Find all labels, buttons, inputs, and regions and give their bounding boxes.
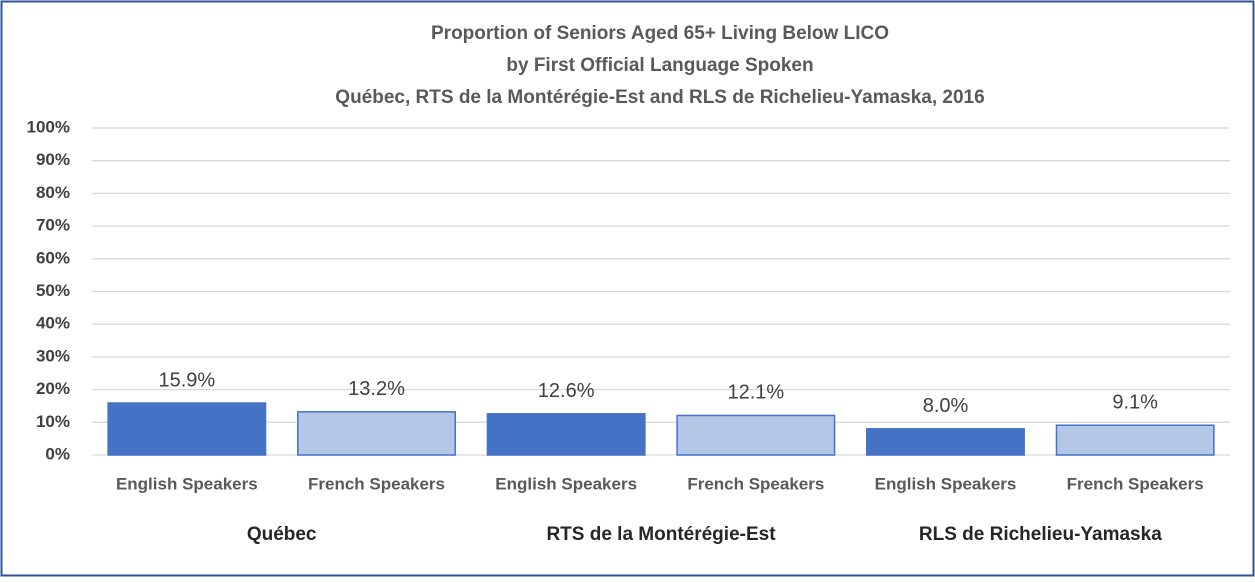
x-tick-label: English Speakers <box>875 474 1017 493</box>
x-tick-label: French Speakers <box>1067 474 1204 493</box>
bar <box>297 411 456 456</box>
y-tick-label: 80% <box>36 183 70 202</box>
y-tick-label: 30% <box>36 346 70 365</box>
chart-title: by First Official Language Spoken <box>506 55 813 76</box>
bar <box>1055 424 1215 456</box>
bar <box>676 414 836 456</box>
value-label: 8.0% <box>923 395 969 417</box>
value-label: 13.2% <box>348 378 405 400</box>
bar <box>107 402 267 456</box>
value-label: 15.9% <box>158 369 215 391</box>
y-tick-label: 100% <box>27 117 70 136</box>
y-tick-label: 70% <box>36 216 70 235</box>
y-tick-label: 20% <box>36 379 70 398</box>
value-label: 9.1% <box>1112 392 1158 414</box>
x-tick-label: French Speakers <box>687 474 824 493</box>
chart-title: Proportion of Seniors Aged 65+ Living Be… <box>431 23 889 44</box>
y-tick-label: 60% <box>36 248 70 267</box>
group-label: RTS de la Montérégie-Est <box>546 524 776 545</box>
bar <box>866 428 1025 456</box>
value-label: 12.6% <box>538 380 595 402</box>
x-tick-label: English Speakers <box>116 474 258 493</box>
bar <box>486 413 646 456</box>
y-tick-label: 40% <box>36 314 70 333</box>
chart-title: Québec, RTS de la Montérégie-Est and RLS… <box>335 87 984 108</box>
value-label: 12.1% <box>727 382 784 404</box>
group-label: Québec <box>247 524 317 545</box>
group-label: RLS de Richelieu-Yamaska <box>919 524 1162 545</box>
x-tick-label: French Speakers <box>308 474 445 493</box>
x-tick-label: English Speakers <box>495 474 637 493</box>
y-tick-label: 50% <box>36 281 70 300</box>
y-tick-label: 0% <box>45 444 70 463</box>
y-tick-label: 90% <box>36 150 70 169</box>
y-tick-label: 10% <box>36 412 70 431</box>
